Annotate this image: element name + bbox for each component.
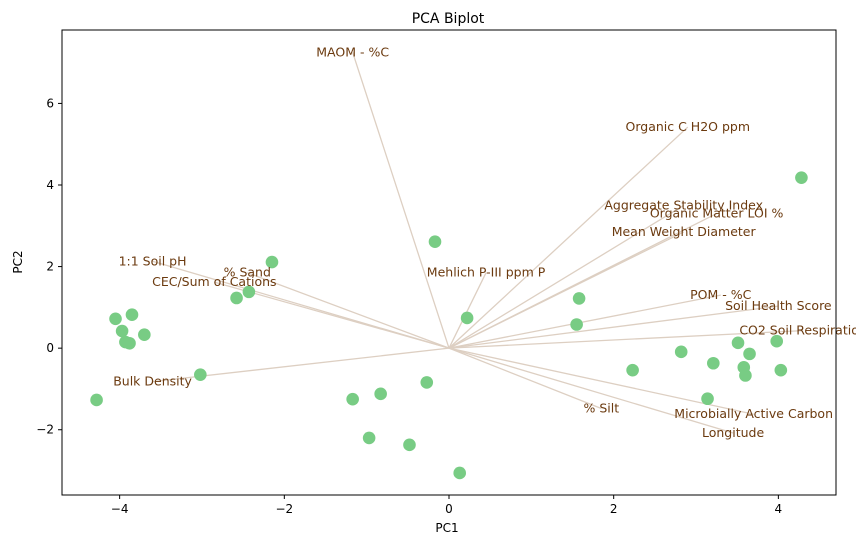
y-tick-label-2: 2 [46,260,54,274]
loading-label-14: Microbially Active Carbon [674,406,833,421]
score-point-1 [109,312,122,326]
y-tick-label-3: 4 [46,178,54,192]
loading-vector-13 [448,347,602,410]
score-point-17 [453,466,467,480]
x-tick-label-0: −4 [111,502,129,516]
score-point-14 [403,438,416,452]
chart-title: PCA Biplot [412,11,485,27]
score-point-9 [242,285,256,299]
loading-label-7: % Sand [224,265,271,280]
loading-vector-0 [352,52,450,349]
x-tick-label-4: 4 [775,502,783,516]
score-point-6 [138,328,151,341]
score-point-29 [770,334,784,348]
x-tick-label-3: 2 [610,502,618,516]
loading-vector-1 [448,126,689,349]
loading-label-6: 1:1 Soil pH [119,253,187,268]
y-tick-label-1: 0 [46,341,54,355]
loading-vector-15 [448,347,734,434]
score-point-28 [743,347,756,361]
score-point-12 [362,431,376,445]
score-point-20 [572,292,586,305]
score-point-16 [428,235,442,248]
loading-label-2: Aggregate Stability Index [604,197,763,212]
loading-label-9: POM - %C [690,287,751,302]
y-axis-label: PC2 [11,250,25,273]
score-point-8 [230,291,243,305]
loading-vector-4 [448,231,684,349]
loading-label-5: Mehlich P-III ppm P [427,265,546,280]
loading-label-8: CEC/Sum of Cations [152,274,276,289]
score-point-18 [460,311,474,325]
loading-vectors [152,52,804,434]
loading-label-3: Organic Matter LOI % [650,206,784,221]
score-point-13 [374,387,387,401]
score-point-5 [123,336,136,350]
score-point-15 [420,376,434,389]
score-point-3 [115,324,129,338]
score-points [90,171,808,480]
score-point-7 [194,368,207,381]
loading-vector-10 [448,305,779,349]
loading-label-11: CO2 Soil Respiration [739,323,856,338]
score-point-0 [90,393,103,407]
loading-vector-9 [448,294,721,349]
x-axis-ticks: −4 −2 0 2 4 [111,495,782,516]
loading-label-15: Longitude [702,425,764,440]
y-axis-ticks: −2 0 2 4 6 [36,96,62,437]
score-point-19 [570,318,583,331]
loading-vector-5 [448,272,487,349]
loading-vector-14 [448,347,754,415]
y-tick-label-0: −2 [36,423,54,437]
loading-label-12: Bulk Density [113,374,192,389]
loading-vector-2 [448,204,685,349]
score-point-21 [626,363,639,377]
y-tick-label-4: 6 [46,96,54,110]
loading-label-0: MAOM - %C [316,44,389,59]
loading-labels: MAOM - %C Organic C H2O ppm Aggregate Stab… [113,44,856,440]
x-tick-label-2: 0 [445,502,453,516]
score-point-10 [265,255,279,269]
score-point-30 [774,363,788,377]
score-point-31 [795,171,808,184]
loading-vector-7 [247,272,450,349]
loading-vector-11 [448,329,804,349]
score-point-11 [346,392,359,406]
loading-label-4: Mean Weight Diameter [612,224,757,239]
score-point-27 [739,369,752,382]
score-point-24 [707,356,720,370]
loading-label-1: Organic C H2O ppm [626,119,751,134]
score-point-25 [731,336,745,350]
loading-label-10: Soil Health Score [725,298,832,313]
score-point-23 [701,392,714,406]
score-point-2 [125,308,139,322]
loading-label-13: % Silt [584,401,620,416]
score-point-22 [674,345,688,359]
x-tick-label-1: −2 [275,502,293,516]
x-axis-label: PC1 [435,521,458,535]
